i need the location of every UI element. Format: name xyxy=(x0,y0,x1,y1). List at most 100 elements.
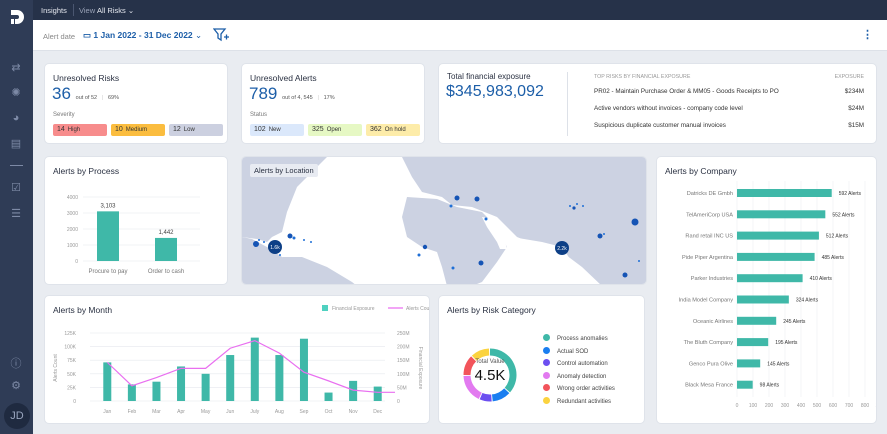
donut-segment-wrong-order-activities xyxy=(463,356,477,376)
lightbulb-icon[interactable]: ✺ xyxy=(11,87,21,99)
view-label: View xyxy=(79,6,96,15)
bar-company xyxy=(737,274,803,283)
card-title: Alerts by Company xyxy=(665,166,737,176)
y2-tick-label: 50M xyxy=(397,385,407,391)
legend-item[interactable]: Redundant activities xyxy=(543,396,611,405)
app-logo[interactable] xyxy=(9,9,25,25)
x-tick-label: Aug xyxy=(275,409,284,415)
y-tick-label: 100K xyxy=(64,345,76,351)
alerts-percent: 17% xyxy=(323,95,335,101)
legend-item[interactable]: Actual SOD xyxy=(543,346,589,355)
x-tick-label: May xyxy=(201,409,211,415)
legend-item[interactable]: Anomaly detection xyxy=(543,371,606,380)
cluster-label: 1.6k xyxy=(270,245,280,251)
x-tick-label: July xyxy=(250,409,259,415)
calendar-icon: ▭ xyxy=(83,30,92,40)
x-tick-label: Order to cash xyxy=(148,269,184,275)
bar-value-label: 485 Alerts xyxy=(822,255,845,261)
legend-swatch-financial-exposure xyxy=(322,305,328,311)
help-icon[interactable]: ⓘ xyxy=(10,358,22,370)
map-cluster-marker[interactable] xyxy=(268,240,282,254)
bar-value-label: 324 Alerts xyxy=(796,298,819,304)
risks-percent: 69% xyxy=(107,95,119,101)
legend-label: Alerts Count xyxy=(406,306,430,312)
x-tick-label: Nov xyxy=(349,409,358,415)
user-avatar[interactable]: JD xyxy=(4,403,30,429)
legend-item[interactable]: Control automation xyxy=(543,359,608,367)
list-icon[interactable]: ☰ xyxy=(11,208,21,220)
alerts-value: 789 out of 4, 545 | 17% xyxy=(249,84,335,104)
pill-label: On hold xyxy=(384,127,406,133)
legend-item[interactable]: Wrong order activities xyxy=(543,384,615,392)
bar-order-to-cash xyxy=(155,237,177,261)
y-tick-label: 50K xyxy=(67,372,77,378)
pill-low[interactable]: 12 Low xyxy=(169,124,223,136)
date-range-picker[interactable]: ▭ 1 Jan 2022 - 31 Dec 2022 ⌄ xyxy=(83,30,202,41)
document-icon[interactable]: ▤ xyxy=(10,138,22,150)
insights-tab[interactable]: Insights xyxy=(41,6,67,15)
y-tick-label: 75K xyxy=(67,358,77,364)
flow-icon[interactable]: ⇄ xyxy=(11,62,21,74)
pill-open[interactable]: 325 Open xyxy=(308,124,362,136)
center-value: 4.5K xyxy=(475,367,506,384)
clipboard-check-icon[interactable]: ☑ xyxy=(11,182,21,194)
top-risks-header: TOP RISKS BY FINANCIAL EXPOSURE EXPOSURE xyxy=(594,74,864,80)
legend-item[interactable]: Process anomalies xyxy=(543,334,608,342)
donut-segment-process-anomalies xyxy=(489,348,517,393)
risk-exposure: $15M xyxy=(848,122,864,129)
alerts-by-location-card: 1.6k 2.2k Alerts by Location xyxy=(241,156,647,285)
pill-label: High xyxy=(67,127,81,133)
chevron-down-icon: ⌄ xyxy=(195,30,203,40)
bar-value-label: 512 Alerts xyxy=(826,234,849,240)
bar-company xyxy=(737,231,819,240)
pill-new[interactable]: 102 New xyxy=(250,124,304,136)
x-tick-label: 1000 xyxy=(875,403,877,409)
risks-count: 36 xyxy=(52,84,71,103)
x-tick-label: 200 xyxy=(765,403,774,409)
bar-oct xyxy=(324,392,333,401)
legend-label: Actual SOD xyxy=(557,348,589,355)
pill-label: Low xyxy=(183,127,195,133)
bar-company xyxy=(737,210,826,219)
bar-value-label: 145 Alerts xyxy=(767,361,790,367)
pill-high[interactable]: 14 High xyxy=(53,124,107,136)
map-cluster-marker[interactable] xyxy=(555,241,569,255)
bar-value-label: 552 Alerts xyxy=(832,212,855,218)
risks-out-of: out of 52 xyxy=(75,95,98,101)
y-tick-label: 125K xyxy=(64,331,76,337)
risk-exposure: $234M xyxy=(844,88,864,95)
x-tick-label: Dec xyxy=(373,409,382,415)
pill-count: 10 xyxy=(115,126,123,133)
pie-chart-icon[interactable]: ◕ xyxy=(12,112,20,124)
bar-apr xyxy=(177,366,186,401)
y2-axis-title: Financial Exposure xyxy=(417,347,423,390)
map-title: Alerts by Location xyxy=(250,164,318,177)
pill-medium[interactable]: 10 Medium xyxy=(111,124,165,136)
bar-value-label: 98 Alerts xyxy=(760,383,780,389)
top-risk-row[interactable]: Suspicious duplicate customer manual inv… xyxy=(594,122,864,129)
add-filter-icon[interactable] xyxy=(213,28,229,42)
pill-count: 14 xyxy=(57,126,65,133)
y2-tick-label: 200M xyxy=(397,345,410,351)
world-map[interactable]: 1.6k 2.2k xyxy=(242,157,647,285)
exposure-total: $345,983,092 xyxy=(446,83,544,100)
unresolved-risks-card: Unresolved Risks 36 out of 52 | 69% Seve… xyxy=(44,63,228,144)
bar-procure-to-pay xyxy=(97,211,119,261)
top-risks-label: TOP RISKS BY FINANCIAL EXPOSURE xyxy=(594,74,691,80)
card-title: Unresolved Alerts xyxy=(250,73,317,83)
x-tick-label: Jun xyxy=(226,409,234,415)
y-tick-label: 0 xyxy=(73,399,76,405)
bar-may xyxy=(201,373,210,401)
top-risk-row[interactable]: Active vendors without invoices - compan… xyxy=(594,105,864,112)
top-risk-row[interactable]: PR02 - Maintain Purchase Order & MM05 - … xyxy=(594,88,864,95)
settings-gear-icon[interactable]: ⚙ xyxy=(11,380,21,392)
alerts-by-process-card: Alerts by Process 0 1000 2000 3000 4000 3,103… xyxy=(44,156,228,285)
map-markers xyxy=(253,195,640,278)
x-tick-label: 300 xyxy=(781,403,790,409)
more-options-icon[interactable]: ⋮ xyxy=(862,29,873,41)
pill-on-hold[interactable]: 362 On hold xyxy=(366,124,420,136)
view-dropdown[interactable]: All Risks ⌄ xyxy=(97,6,134,15)
alert-date-label: Alert date xyxy=(43,32,76,41)
y2-tick-label: 250M xyxy=(397,331,410,337)
x-tick-label: 100 xyxy=(749,403,758,409)
